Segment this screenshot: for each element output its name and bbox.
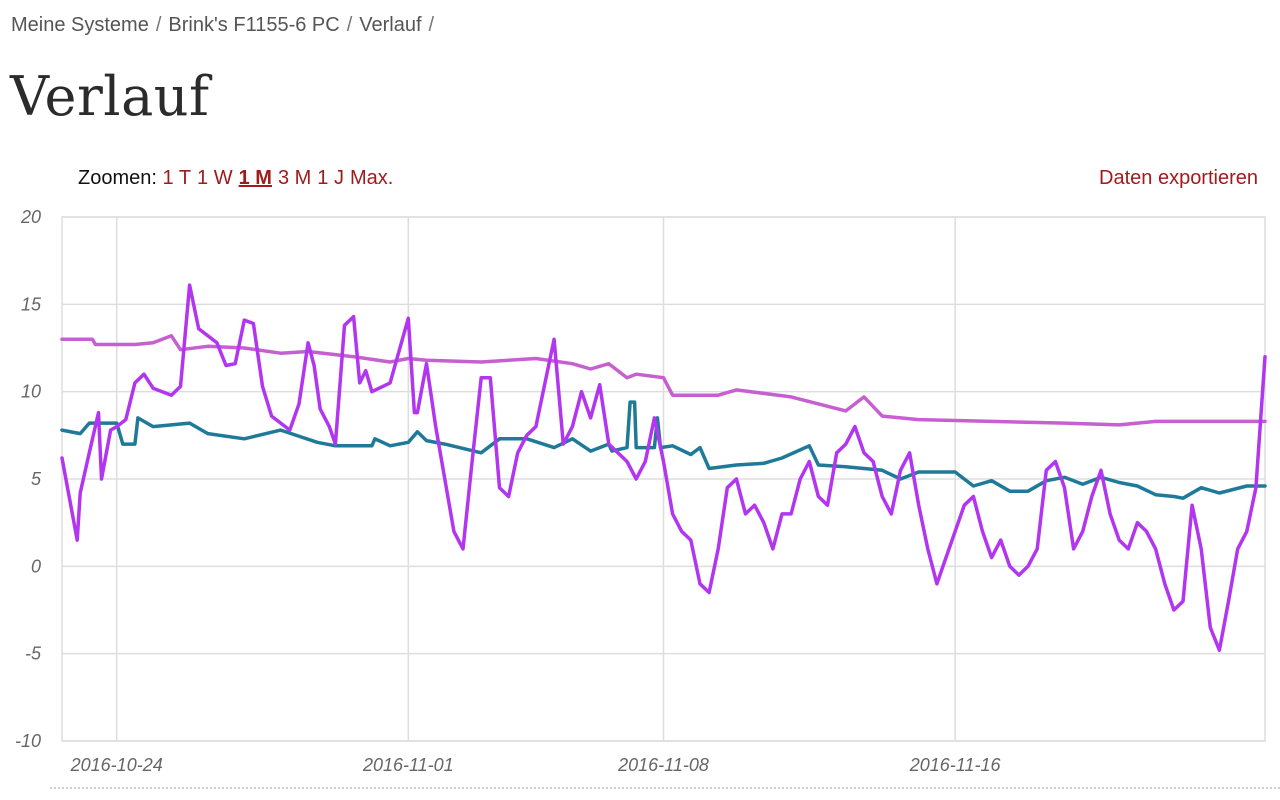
y-tick-label: -10 [15, 731, 41, 751]
export-data-link[interactable]: Daten exportieren [1099, 167, 1258, 189]
series-line-1 [60, 400, 1267, 500]
zoom-option-max[interactable]: Max. [349, 167, 394, 189]
x-tick-label: 2016-10-24 [70, 755, 163, 775]
x-tick-label: 2016-11-08 [617, 755, 709, 775]
zoom-option-1-month[interactable]: 1 M [238, 167, 272, 189]
y-tick-label: 5 [31, 469, 42, 489]
breadcrumb-item-history[interactable]: Verlauf [359, 14, 422, 36]
zoom-option-1-day[interactable]: 1 T [162, 167, 192, 189]
breadcrumb-item-systems[interactable]: Meine Systeme [11, 14, 149, 36]
y-tick-label: 0 [31, 556, 41, 576]
zoom-option-1-year[interactable]: 1 J [317, 167, 344, 189]
zoom-label: Zoomen: [78, 167, 157, 189]
series-line-0 [60, 334, 1267, 427]
y-tick-label: 15 [21, 294, 42, 314]
zoom-option-1-week[interactable]: 1 W [197, 167, 233, 189]
breadcrumb-separator: / [155, 14, 162, 36]
divider [50, 787, 1280, 789]
x-tick-label: 2016-11-01 [362, 755, 454, 775]
x-tick-label: 2016-11-16 [909, 755, 1002, 775]
series-line-2 [60, 283, 1267, 652]
y-tick-label: 20 [20, 207, 41, 227]
page-title: Verlauf [10, 65, 210, 128]
chart-svg: -10 -5 0 5 10 15 20 2016-10-24 2016-11-01 2016-11… [15, 207, 1267, 775]
breadcrumb-item-system[interactable]: Brink's F1155-6 PC [168, 14, 340, 36]
plot-frame [61, 216, 1266, 742]
zoom-option-3-months[interactable]: 3 M [277, 167, 312, 189]
breadcrumb-separator: / [346, 14, 353, 36]
history-chart: -10 -5 0 5 10 15 20 2016-10-24 2016-11-01 2016-11… [0, 195, 1280, 795]
y-tick-label: -5 [25, 644, 42, 664]
breadcrumb-separator: / [428, 14, 435, 36]
breadcrumb: Meine Systeme / Brink's F1155-6 PC / Verlauf… [11, 14, 441, 37]
y-tick-label: 10 [21, 382, 41, 402]
